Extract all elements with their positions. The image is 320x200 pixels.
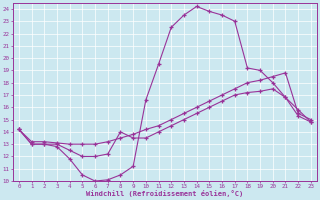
X-axis label: Windchill (Refroidissement éolien,°C): Windchill (Refroidissement éolien,°C) bbox=[86, 190, 244, 197]
